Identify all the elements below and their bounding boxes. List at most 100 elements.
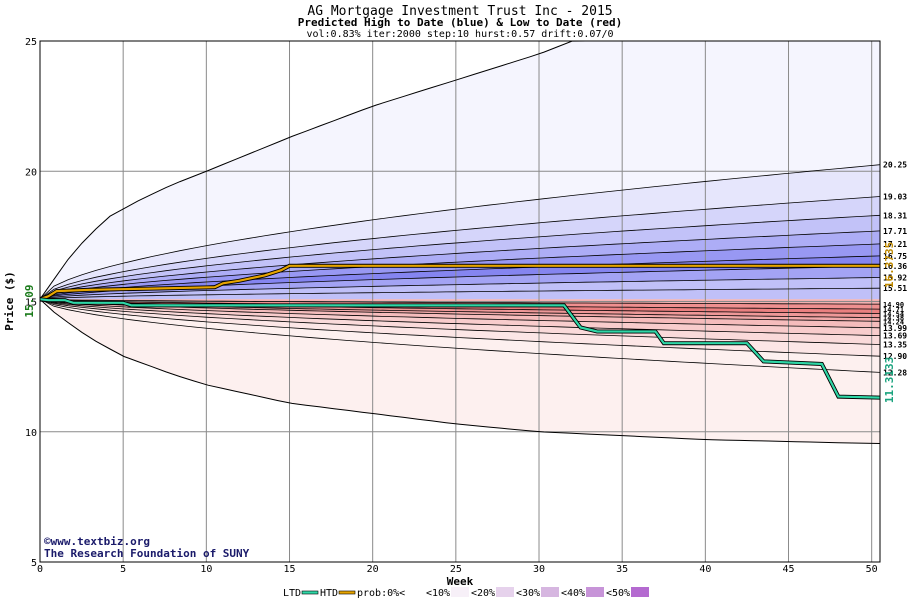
- band-value-label: 14.24: [883, 318, 904, 326]
- legend-label: <10%: [426, 588, 450, 599]
- legend-label: <40%: [561, 588, 585, 599]
- band-value-label: 20.25: [883, 161, 907, 170]
- legend-label: prob:0%<: [357, 588, 405, 599]
- low-band-fill: [40, 299, 880, 336]
- legend: LTD HTD prob:0%< <10% <20% <30% <40% <50%: [283, 587, 649, 599]
- htd-series-line: [39, 264, 880, 301]
- legend-line-swatch: [338, 590, 356, 595]
- low-band-line: [39, 298, 881, 329]
- y-axis-label: Price ($): [3, 271, 16, 331]
- watermark-line1: ©www.textbiz.org: [44, 535, 150, 548]
- low-band-line: [39, 298, 880, 305]
- band-value-label: 15.51: [883, 284, 907, 293]
- band-value-label: 19.03: [883, 193, 907, 202]
- high-band-fill: [40, 164, 880, 300]
- low-band-line: [39, 298, 881, 373]
- x-tick-label: 15: [283, 564, 295, 575]
- x-tick-label: 0: [37, 564, 43, 575]
- y-tick-label: 5: [31, 558, 37, 569]
- high-band-fill: [40, 230, 880, 300]
- band-value-label: 12.90: [883, 352, 907, 361]
- high-band-line: [39, 230, 881, 300]
- band-value-label: 12.28: [883, 368, 907, 377]
- band-value-label: 13.69: [883, 332, 907, 341]
- low-band-fill: [40, 299, 880, 444]
- plot-frame: [39, 40, 881, 563]
- low-band-line: [39, 298, 881, 336]
- low-band-fill: [40, 299, 880, 318]
- high-band-line: [39, 287, 881, 300]
- band-value-label: 14.54: [883, 310, 904, 318]
- x-tick-label: 50: [866, 564, 878, 575]
- x-tick-label: 40: [699, 564, 711, 575]
- ltd-series-line: [39, 298, 881, 399]
- band-fills: [40, 41, 880, 444]
- ltd-final-label: 11.3133: [883, 357, 896, 403]
- high-band-fill: [40, 41, 880, 300]
- y-tick-label: 15: [25, 298, 37, 309]
- x-tick-label: 25: [450, 564, 462, 575]
- band-value-label: 17.71: [883, 227, 907, 236]
- band-value-label: 14.38: [883, 315, 904, 323]
- x-tick-label: 5: [120, 564, 126, 575]
- high-band-line: [39, 164, 881, 300]
- legend-line-swatch: [301, 590, 319, 595]
- band-value-label: 15.92: [883, 274, 907, 283]
- x-tick-label: 45: [782, 564, 794, 575]
- x-tick-label: 35: [616, 564, 628, 575]
- low-band-line: [39, 298, 881, 345]
- low-band-fill: [40, 299, 880, 345]
- legend-label: <30%: [516, 588, 540, 599]
- low-band-fill: [40, 299, 880, 373]
- band-value-label: 13.35: [883, 340, 907, 349]
- low-band-fill: [40, 299, 880, 328]
- x-tick-label: 20: [367, 564, 379, 575]
- high-band-line: [39, 277, 881, 300]
- high-band-fill: [40, 243, 880, 300]
- high-band-fill: [40, 266, 880, 300]
- low-envelope-line: [39, 298, 881, 444]
- band-value-label: 17.21: [883, 240, 907, 249]
- series-lines: [39, 263, 881, 400]
- band-value-label: 16.75: [883, 252, 907, 261]
- y-tick-label: 20: [25, 167, 37, 178]
- legend-swatch: [406, 587, 424, 597]
- legend-label: HTD: [320, 588, 338, 599]
- x-axis-label: Week: [447, 575, 474, 588]
- high-band-line: [39, 255, 881, 300]
- chart-params: vol:0.83% iter:2000 step:10 hurst:0.57 d…: [306, 29, 613, 40]
- watermark-line2: The Research Foundation of SUNY: [44, 547, 250, 560]
- y-tick-label: 10: [25, 428, 37, 439]
- htd-final-label: 16.3735: [883, 242, 896, 288]
- high-band-line: [39, 214, 881, 300]
- band-value-label: 16.36: [883, 262, 907, 271]
- band-value-label: 14.71: [883, 306, 904, 314]
- legend-swatch: [451, 587, 469, 597]
- legend-label: <50%: [606, 588, 630, 599]
- legend-swatch: [631, 587, 649, 597]
- low-band-fill: [40, 299, 880, 322]
- chart-subtitle: Predicted High to Date (blue) & Low to D…: [298, 16, 623, 29]
- high-band-fill: [40, 277, 880, 300]
- high-band-fill: [40, 196, 880, 300]
- legend-swatch: [586, 587, 604, 597]
- x-tick-label: 10: [200, 564, 212, 575]
- y-tick-label: 25: [25, 37, 37, 48]
- high-band-line: [39, 243, 881, 300]
- high-band-line: [39, 196, 881, 300]
- legend-label: LTD: [283, 588, 301, 599]
- legend-swatch: [496, 587, 514, 597]
- high-band-fill: [40, 215, 880, 300]
- high-band-fill: [40, 288, 880, 300]
- legend-label: <20%: [471, 588, 495, 599]
- start-price-label: 15.09: [23, 284, 36, 317]
- band-value-label: 18.31: [883, 211, 907, 220]
- legend-swatch: [541, 587, 559, 597]
- x-tick-label: 30: [533, 564, 545, 575]
- band-value-label: 14.90: [883, 301, 904, 309]
- band-value-label: 13.99: [883, 324, 907, 333]
- chart-title: AG Mortgage Investment Trust Inc - 2015: [307, 4, 612, 19]
